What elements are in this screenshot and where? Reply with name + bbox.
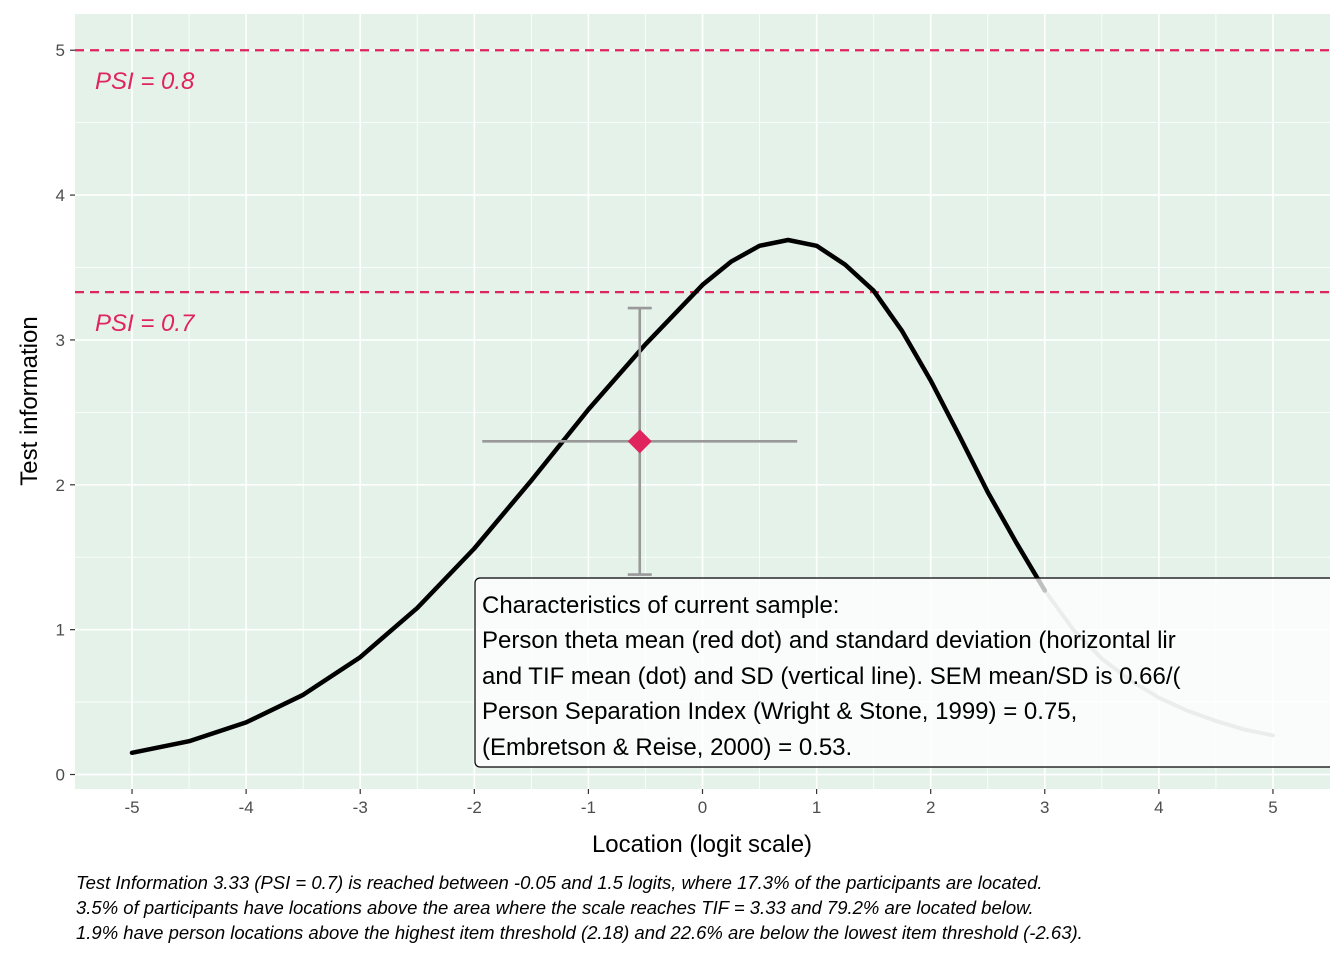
x-tick-label: -3 (353, 798, 368, 817)
psi-label: PSI = 0.7 (95, 310, 196, 337)
x-tick-label: 0 (698, 798, 707, 817)
y-tick-label: 5 (56, 41, 65, 60)
annotation-line: and TIF mean (dot) and SD (vertical line… (482, 663, 1181, 690)
x-axis-title: Location (logit scale) (592, 831, 812, 858)
x-tick-label: 3 (1040, 798, 1049, 817)
x-tick-label: 5 (1268, 798, 1277, 817)
y-tick-label: 0 (56, 766, 65, 785)
y-axis-title: Test information (16, 316, 43, 485)
annotation-line: (Embretson & Reise, 2000) = 0.53. (482, 734, 852, 761)
x-tick-label: -2 (467, 798, 482, 817)
caption-line: 3.5% of participants have locations abov… (76, 897, 1034, 918)
right-margin (1330, 560, 1344, 790)
x-tick-label: -1 (581, 798, 596, 817)
y-tick-label: 3 (56, 331, 65, 350)
x-tick-label: 4 (1154, 798, 1163, 817)
psi-label: PSI = 0.8 (95, 68, 195, 95)
x-tick-label: 2 (926, 798, 935, 817)
annotation-line: Person Separation Index (Wright & Stone,… (482, 698, 1077, 725)
x-tick-label: 1 (812, 798, 821, 817)
caption: Test Information 3.33 (PSI = 0.7) is rea… (76, 872, 1083, 943)
sample-mean-point (627, 429, 652, 454)
annotation-text: Characteristics of current sample: Perso… (482, 592, 1181, 761)
sample-point-layer (627, 429, 652, 454)
reference-lines: PSI = 0.8 PSI = 0.7 (75, 49, 1330, 337)
x-axis: -5 -4 -3 -2 -1 0 1 2 3 4 5 (124, 789, 1278, 817)
annotation-box (474, 577, 1344, 768)
y-tick-label: 1 (56, 621, 65, 640)
caption-line: Test Information 3.33 (PSI = 0.7) is rea… (76, 872, 1043, 893)
y-axis: 0 1 2 3 4 5 (56, 41, 75, 785)
y-tick-label: 4 (56, 186, 65, 205)
annotation-line: Person theta mean (red dot) and standard… (482, 627, 1176, 654)
caption-line: 1.9% have person locations above the hig… (76, 922, 1083, 943)
curve-main-segment (129, 237, 1048, 756)
y-tick-label: 2 (56, 476, 65, 495)
annotation-line: Characteristics of current sample: (482, 592, 839, 619)
x-tick-label: -5 (124, 798, 139, 817)
x-tick-label: -4 (239, 798, 254, 817)
